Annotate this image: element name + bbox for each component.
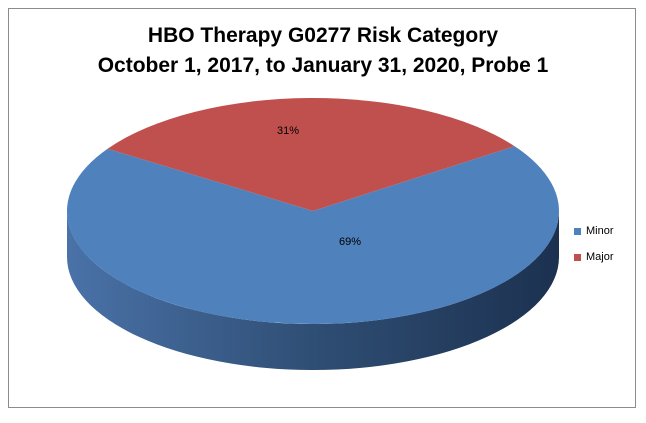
data-label-minor: 69% xyxy=(339,236,361,248)
legend-item-major: Major xyxy=(574,250,614,264)
legend-swatch-minor xyxy=(574,227,581,235)
pie-labels: 69% 31% xyxy=(277,125,361,248)
pie-sides xyxy=(67,211,559,370)
pie-slice-major xyxy=(107,97,515,211)
legend-item-minor: Minor xyxy=(574,224,614,238)
legend-label-major: Major xyxy=(586,251,614,263)
chart-title: HBO Therapy G0277 Risk Category xyxy=(147,24,499,47)
chart-subtitle: October 1, 2017, to January 31, 2020, Pr… xyxy=(97,54,549,77)
pie-side-minor xyxy=(67,211,559,370)
legend-swatch-major xyxy=(574,253,581,261)
data-label-major: 31% xyxy=(277,125,299,137)
legend: Minor Major xyxy=(574,224,614,276)
pie-slice-minor xyxy=(67,146,560,324)
legend-label-minor: Minor xyxy=(586,225,614,237)
pie-tops xyxy=(67,97,560,324)
